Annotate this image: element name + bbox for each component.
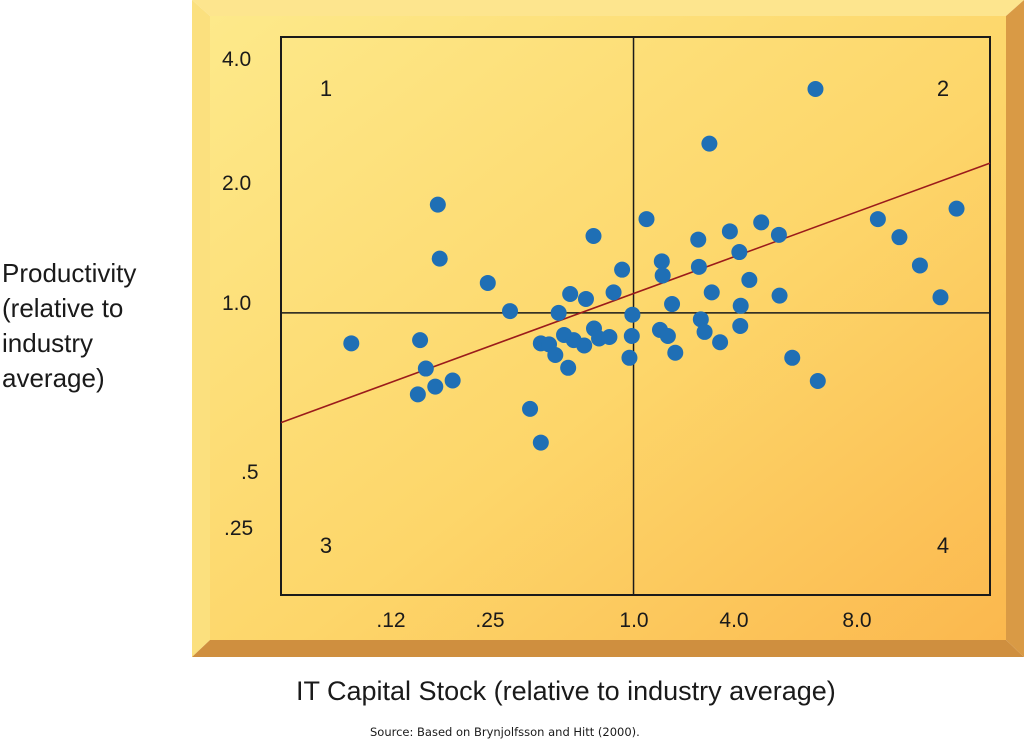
data-point: [664, 296, 681, 313]
data-point: [690, 231, 707, 248]
quadrant-label-3: 3: [320, 533, 332, 558]
data-point: [429, 196, 446, 213]
data-point: [701, 135, 718, 152]
data-point: [427, 378, 444, 395]
frame-bevel-right: [1006, 0, 1024, 657]
data-point: [653, 253, 670, 270]
x-tick-label: .25: [475, 609, 504, 632]
x-tick-labels: .12 .25 1.0 4.0 8.0: [376, 609, 871, 632]
data-point: [623, 327, 640, 344]
y-axis-label-line: (relative to: [2, 293, 124, 323]
data-point: [343, 335, 360, 352]
data-point: [576, 337, 593, 354]
data-point: [911, 257, 928, 274]
data-point: [753, 214, 770, 231]
data-point: [932, 289, 949, 306]
data-point: [585, 227, 602, 244]
quadrant-labels: 1 2 3 4: [320, 76, 949, 558]
data-point: [696, 323, 713, 340]
data-point: [771, 287, 788, 304]
data-point: [690, 258, 707, 275]
data-point: [809, 373, 826, 390]
y-axis-label-line: average): [2, 363, 105, 393]
data-point: [417, 360, 434, 377]
data-point: [479, 274, 496, 291]
data-point: [869, 211, 886, 228]
trend-line: [280, 162, 991, 424]
y-axis-label-line: Productivity: [2, 258, 137, 288]
y-tick-label: 2.0: [222, 172, 251, 195]
data-point: [807, 81, 824, 98]
chart-frame: [192, 0, 1024, 657]
y-axis-label-line: industry: [2, 328, 94, 358]
y-tick-labels: 4.0 2.0 1.0 .5 .25: [222, 48, 259, 540]
frame-bevel-left: [192, 0, 210, 657]
data-point: [741, 271, 758, 288]
data-point: [948, 200, 965, 217]
data-point: [638, 211, 655, 228]
x-tick-label: 8.0: [842, 609, 871, 632]
data-point: [624, 306, 641, 323]
data-point: [522, 400, 539, 417]
data-point: [712, 334, 729, 351]
plot-area: [280, 36, 991, 596]
y-axis-label: Productivity (relative to industry avera…: [2, 256, 182, 396]
frame-bevel-bottom: [192, 640, 1024, 657]
quadrant-label-4: 4: [937, 533, 949, 558]
data-point: [547, 347, 564, 364]
data-point: [770, 226, 787, 243]
data-point: [784, 349, 801, 366]
data-point: [444, 372, 461, 389]
source-note: Source: Based on Brynjolfsson and Hitt (…: [370, 725, 640, 739]
data-point: [409, 386, 426, 403]
data-point: [601, 329, 618, 346]
frame-panel: [210, 16, 1006, 640]
x-axis-label: IT Capital Stock (relative to industry a…: [296, 676, 836, 706]
data-point: [431, 250, 448, 267]
data-point: [577, 290, 594, 307]
data-point: [614, 261, 631, 278]
data-point: [621, 349, 638, 366]
data-point: [550, 304, 567, 321]
data-point: [667, 344, 684, 361]
data-point: [654, 267, 671, 284]
data-point: [502, 303, 519, 320]
data-point: [732, 317, 749, 334]
y-tick-label: .25: [224, 517, 253, 540]
data-point: [532, 434, 549, 451]
frame-bevel-top: [192, 0, 1024, 16]
quadrant-label-1: 1: [320, 76, 332, 101]
y-tick-label: .5: [241, 461, 259, 484]
x-tick-label: 1.0: [619, 609, 648, 632]
data-point: [703, 284, 720, 301]
data-point: [732, 297, 749, 314]
x-tick-label: 4.0: [719, 609, 748, 632]
data-point: [692, 311, 709, 328]
data-point: [562, 286, 579, 303]
data-point: [412, 332, 429, 349]
x-tick-label: .12: [376, 609, 405, 632]
data-point: [605, 284, 622, 301]
y-tick-label: 4.0: [222, 48, 251, 71]
data-point: [659, 327, 676, 344]
data-point: [560, 359, 577, 376]
data-point: [721, 223, 738, 240]
data-point: [891, 229, 908, 246]
data-points: [343, 81, 965, 451]
quadrant-label-2: 2: [937, 76, 949, 101]
y-tick-label: 1.0: [222, 292, 251, 315]
data-point: [731, 244, 748, 261]
